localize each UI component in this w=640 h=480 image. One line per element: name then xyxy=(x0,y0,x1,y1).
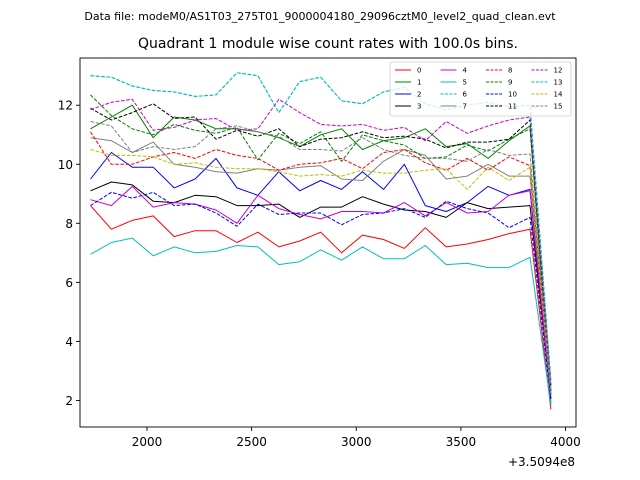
series-line-6 xyxy=(90,72,552,383)
series-line-2 xyxy=(90,152,552,400)
series-line-11 xyxy=(90,103,552,386)
series-line-5 xyxy=(90,237,552,405)
x-tick-label-3500: 3500 xyxy=(446,435,477,449)
series-line-13 xyxy=(90,72,552,380)
series-line-10 xyxy=(90,191,552,401)
x-offset-label: +3.5094e8 xyxy=(508,455,575,469)
x-tick-label-2000: 2000 xyxy=(132,435,163,449)
legend-label-6: 6 xyxy=(463,91,468,99)
legend-label-10: 10 xyxy=(508,91,517,99)
y-tick-label-6: 6 xyxy=(65,276,73,290)
legend-label-9: 9 xyxy=(508,79,512,87)
supertitle: Data file: modeM0/AS1T03_275T01_90000041… xyxy=(84,10,556,23)
series-group xyxy=(90,72,552,410)
legend-label-2: 2 xyxy=(417,91,421,99)
series-line-1 xyxy=(90,104,552,404)
legend-label-4: 4 xyxy=(463,67,468,75)
y-tick-label-4: 4 xyxy=(65,335,73,349)
y-tick-label-8: 8 xyxy=(65,217,73,231)
x-tick-label-2500: 2500 xyxy=(236,435,267,449)
series-line-4 xyxy=(90,185,552,398)
series-line-8 xyxy=(90,131,552,392)
x-tick-label-3000: 3000 xyxy=(341,435,372,449)
series-line-7 xyxy=(90,137,552,392)
legend-label-12: 12 xyxy=(554,67,563,75)
series-line-9 xyxy=(90,94,552,392)
chart-title: Quadrant 1 module wise count rates with … xyxy=(138,36,518,52)
legend-label-1: 1 xyxy=(417,79,421,87)
legend-box xyxy=(389,61,572,117)
legend-label-13: 13 xyxy=(554,79,563,87)
legend-label-15: 15 xyxy=(554,103,563,111)
y-tick-label-2: 2 xyxy=(65,394,73,408)
series-line-3 xyxy=(90,181,552,395)
series-line-0 xyxy=(90,205,552,410)
legend-label-11: 11 xyxy=(508,103,517,111)
legend-label-5: 5 xyxy=(463,79,467,87)
series-line-14 xyxy=(90,149,552,394)
legend-label-3: 3 xyxy=(417,103,421,111)
legend-label-8: 8 xyxy=(508,67,512,75)
legend-label-0: 0 xyxy=(417,67,421,75)
y-tick-label-12: 12 xyxy=(58,99,73,113)
axes-frame xyxy=(79,57,577,428)
series-line-15 xyxy=(90,121,552,389)
y-tick-label-10: 10 xyxy=(58,158,73,172)
legend-label-7: 7 xyxy=(463,103,467,111)
legend-label-14: 14 xyxy=(554,91,563,99)
x-tick-label-4000: 4000 xyxy=(550,435,581,449)
